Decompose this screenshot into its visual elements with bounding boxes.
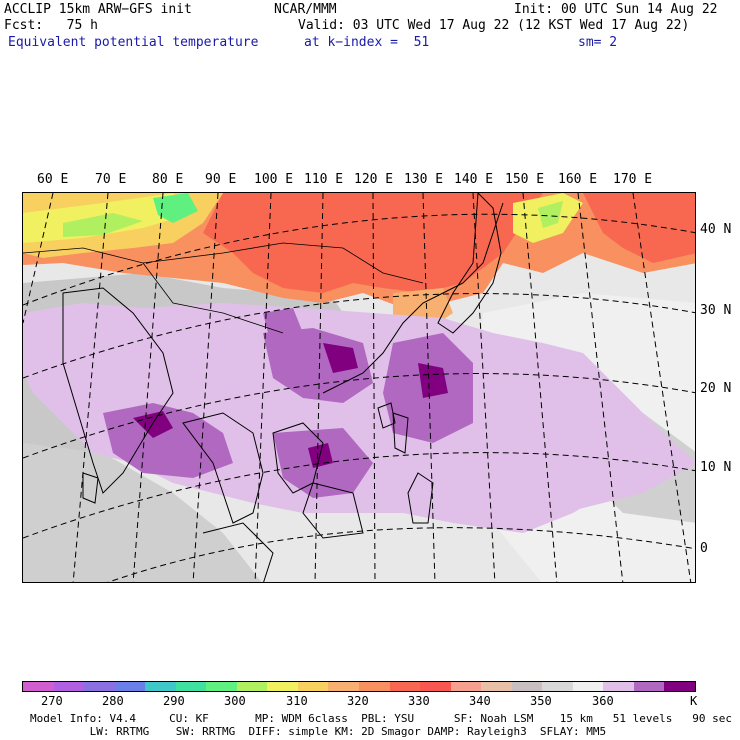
model-info-line2: LW: RRTMG SW: RRTMG DIFF: simple KM: 2D … — [30, 725, 607, 738]
lon-label: 110 E — [304, 172, 344, 187]
colorbar-swatch — [450, 682, 482, 691]
colorbar-swatch — [572, 682, 604, 691]
lon-label: 140 E — [454, 172, 494, 187]
lon-label: 170 E — [613, 172, 653, 187]
colorbar — [22, 681, 696, 692]
colorbar-swatch — [542, 682, 573, 691]
model-info-line1: Model Info: V4.4 CU: KF MP: WDM 6class P… — [30, 712, 732, 725]
init-time: Init: 00 UTC Sun 14 Aug 22 — [514, 2, 718, 17]
colorbar-swatch — [389, 682, 421, 691]
colorbar-tick: 350 — [530, 694, 552, 708]
lon-label: 130 E — [404, 172, 444, 187]
lat-label: 20 N — [700, 381, 732, 396]
lon-label: 70 E — [95, 172, 127, 187]
colorbar-swatch — [481, 682, 512, 691]
colorbar-tick: 300 — [224, 694, 246, 708]
colorbar-swatch — [267, 682, 298, 691]
colorbar-tick: 340 — [469, 694, 491, 708]
level-label: at k−index = 51 — [304, 35, 430, 50]
smoothing-label: sm= 2 — [578, 35, 618, 50]
colorbar-swatch — [206, 682, 237, 691]
colorbar-tick: 320 — [347, 694, 369, 708]
colorbar-swatch — [359, 682, 390, 691]
colorbar-swatch — [511, 682, 543, 691]
field-name: Equivalent potential temperature — [8, 35, 259, 50]
colorbar-swatch — [175, 682, 207, 691]
map-panel — [22, 192, 696, 583]
colorbar-tick: 310 — [286, 694, 308, 708]
lon-label: 160 E — [558, 172, 598, 187]
colorbar-tick: 290 — [163, 694, 185, 708]
lon-label: 60 E — [37, 172, 69, 187]
colorbar-swatch — [603, 682, 634, 691]
valid-time: Valid: 03 UTC Wed 17 Aug 22 (12 KST Wed … — [298, 18, 690, 33]
colorbar-swatch — [236, 682, 268, 691]
colorbar-tick: 360 — [592, 694, 614, 708]
theta-e-field — [23, 193, 695, 582]
colorbar-swatch — [84, 682, 115, 691]
lat-label: 10 N — [700, 460, 732, 475]
forecast-hour: Fcst: 75 h — [4, 18, 98, 33]
colorbar-units: K — [690, 694, 698, 708]
colorbar-swatch — [114, 682, 146, 691]
lon-label: 90 E — [205, 172, 237, 187]
lon-label: 80 E — [152, 172, 184, 187]
colorbar-swatch — [664, 682, 696, 691]
colorbar-swatch — [53, 682, 85, 691]
lon-label: 100 E — [254, 172, 294, 187]
colorbar-swatch — [145, 682, 176, 691]
lat-label: 40 N — [700, 222, 732, 237]
colorbar-tick: 280 — [102, 694, 124, 708]
model-title: ACCLIP 15km ARW−GFS init — [4, 2, 192, 17]
colorbar-swatch — [420, 682, 451, 691]
colorbar-swatch — [633, 682, 665, 691]
colorbar-tick: 270 — [41, 694, 63, 708]
lat-label: 30 N — [700, 303, 732, 318]
colorbar-swatch — [328, 682, 360, 691]
colorbar-tick: 330 — [408, 694, 430, 708]
lon-label: 150 E — [505, 172, 545, 187]
colorbar-swatch — [23, 682, 54, 691]
lat-label: 0 — [700, 541, 708, 556]
org-label: NCAR/MMM — [274, 2, 337, 17]
colorbar-swatch — [297, 682, 329, 691]
lon-label: 120 E — [354, 172, 394, 187]
